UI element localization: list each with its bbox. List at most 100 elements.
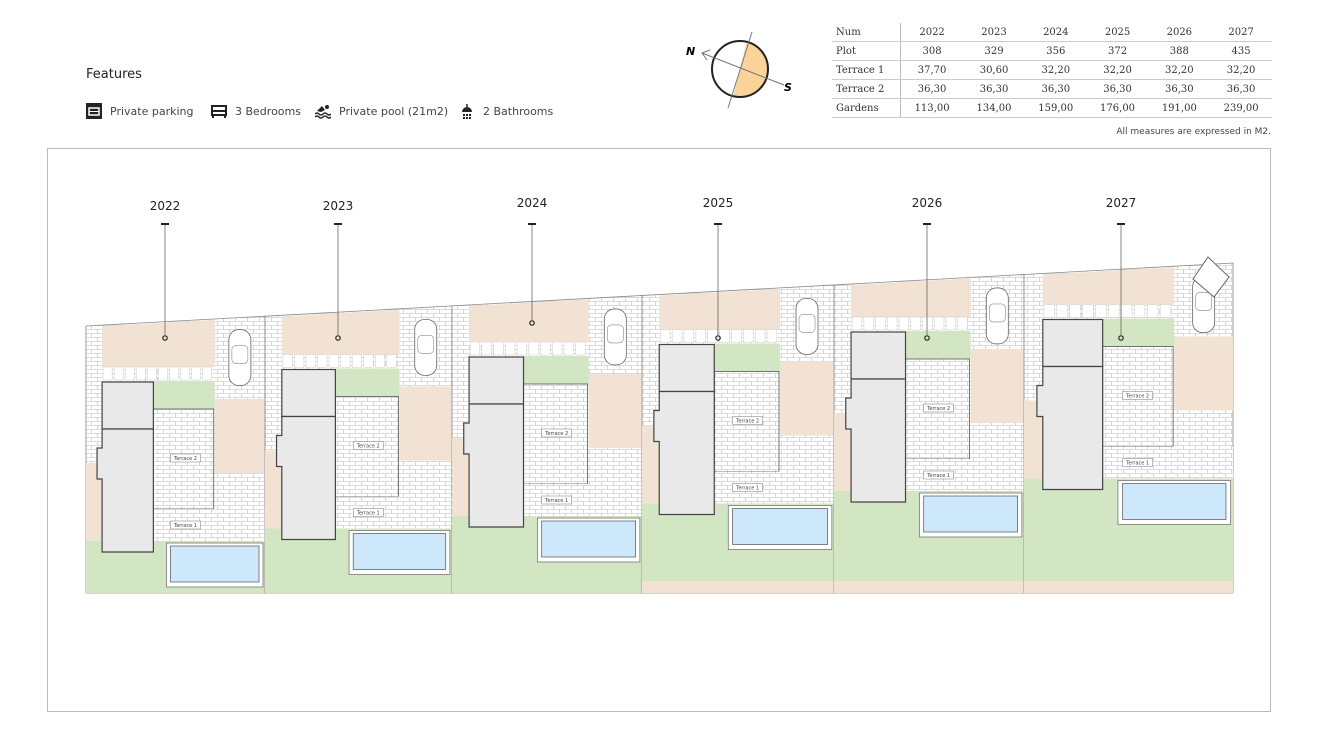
planter [934, 316, 945, 331]
table-cell: Gardens [832, 98, 901, 118]
car-roof [417, 335, 435, 354]
planter [863, 316, 874, 331]
table-cell: Num [832, 23, 901, 42]
planter [660, 329, 671, 343]
table-cell: 372 [1086, 41, 1149, 61]
car-roof [607, 324, 624, 344]
planter [540, 341, 551, 356]
house-lower [96, 428, 154, 553]
site-plan: Terrace 2 Terrace 1 2022 Terrace 2 Terrace 1… [47, 148, 1271, 712]
table-cell: 239,00 [1210, 98, 1272, 118]
leader-tick [161, 223, 169, 225]
back-strip [834, 581, 1024, 593]
table-cell: Plot [832, 41, 901, 61]
terrace-label-box [732, 483, 763, 492]
planter [351, 354, 362, 368]
swimmer-icon [315, 105, 331, 119]
planter [755, 329, 766, 343]
car-icon [414, 318, 438, 376]
pool [732, 508, 828, 545]
terrace-label-box [732, 416, 763, 425]
planter [180, 366, 190, 381]
side-yard [780, 361, 834, 436]
house-upper [850, 331, 907, 380]
table-cell: 329 [963, 41, 1025, 61]
car-icon [985, 287, 1009, 345]
leader-dot [162, 335, 168, 341]
leader-dot [715, 335, 721, 341]
planter [505, 341, 516, 356]
planter [340, 354, 351, 368]
table-cell: 2024 [1024, 23, 1087, 42]
planter [1095, 304, 1107, 318]
terrace-label-box [541, 495, 572, 505]
measures-table: Num 2022 2023 2024 2025 2026 2027 Plot 308 329 356… [832, 23, 1272, 118]
plot-2022: Terrace 2 Terrace 1 2022 [85, 199, 266, 594]
leader-dot [335, 335, 341, 341]
planter [1147, 304, 1159, 318]
house-upper [468, 356, 525, 405]
house-upper [281, 368, 336, 418]
car-icon [228, 329, 252, 386]
terrace-label-box [352, 508, 384, 517]
plot-year-label: 2025 [703, 196, 734, 210]
car-roof [989, 303, 1006, 323]
planter [493, 341, 504, 356]
front-yard [659, 288, 781, 330]
planter [910, 316, 921, 331]
leader-tick [528, 223, 536, 225]
planter [1056, 304, 1068, 318]
lawn-patch [335, 368, 400, 397]
planter [102, 366, 113, 381]
planter [282, 354, 293, 368]
plot-2023: Terrace 2 Terrace 1 2023 [264, 199, 453, 594]
feature-label: Private pool (21m2) [339, 104, 449, 118]
planter [695, 329, 706, 343]
leader-dot [529, 320, 535, 326]
planter [945, 316, 956, 331]
plot-year-label: 2027 [1106, 196, 1137, 210]
planter [875, 316, 886, 331]
planter [766, 329, 778, 343]
table-cell: 176,00 [1086, 98, 1149, 118]
lawn-patch [714, 343, 781, 372]
planter [731, 329, 742, 343]
table-cell: 32,20 [1024, 60, 1087, 80]
north-arrow [701, 52, 785, 86]
table-cell: 30,60 [963, 60, 1025, 80]
planter [887, 316, 898, 331]
house-upper [658, 343, 715, 393]
table-header-row: Num 2022 2023 2024 2025 2026 2027 [832, 23, 1272, 42]
planter [575, 341, 586, 356]
planter [169, 366, 179, 381]
north-label: N [686, 45, 695, 58]
planter [1069, 304, 1081, 318]
planter [147, 366, 157, 381]
planter [1082, 304, 1094, 318]
lawn-patch [1102, 318, 1175, 347]
car-icon [603, 308, 627, 366]
table-cell: 36,30 [1086, 79, 1149, 99]
lawn-patch [905, 331, 971, 359]
lawn-patch [523, 356, 589, 384]
front-yard [281, 309, 400, 355]
pool [541, 520, 636, 558]
terrace-label-box [170, 453, 201, 463]
terrace-label: Terrace 1 [926, 473, 950, 479]
side-yard [588, 374, 642, 448]
plot-year-label: 2023 [323, 199, 354, 213]
planter [528, 341, 539, 356]
car-roof [1195, 292, 1212, 311]
table-cell: 36,30 [1210, 79, 1272, 99]
house-lower [275, 415, 336, 541]
feature-bathrooms: 2 Bathrooms [459, 103, 553, 119]
table-cell: 32,20 [1086, 60, 1149, 80]
house-lower [845, 378, 907, 503]
leader-tick [334, 223, 342, 225]
table-cell: 2027 [1210, 23, 1272, 42]
table-cell: 36,30 [1148, 79, 1211, 99]
planter [1159, 304, 1172, 318]
terrace-label: Terrace 1 [173, 523, 197, 529]
planter [922, 316, 933, 331]
table-cell: 308 [900, 41, 964, 61]
